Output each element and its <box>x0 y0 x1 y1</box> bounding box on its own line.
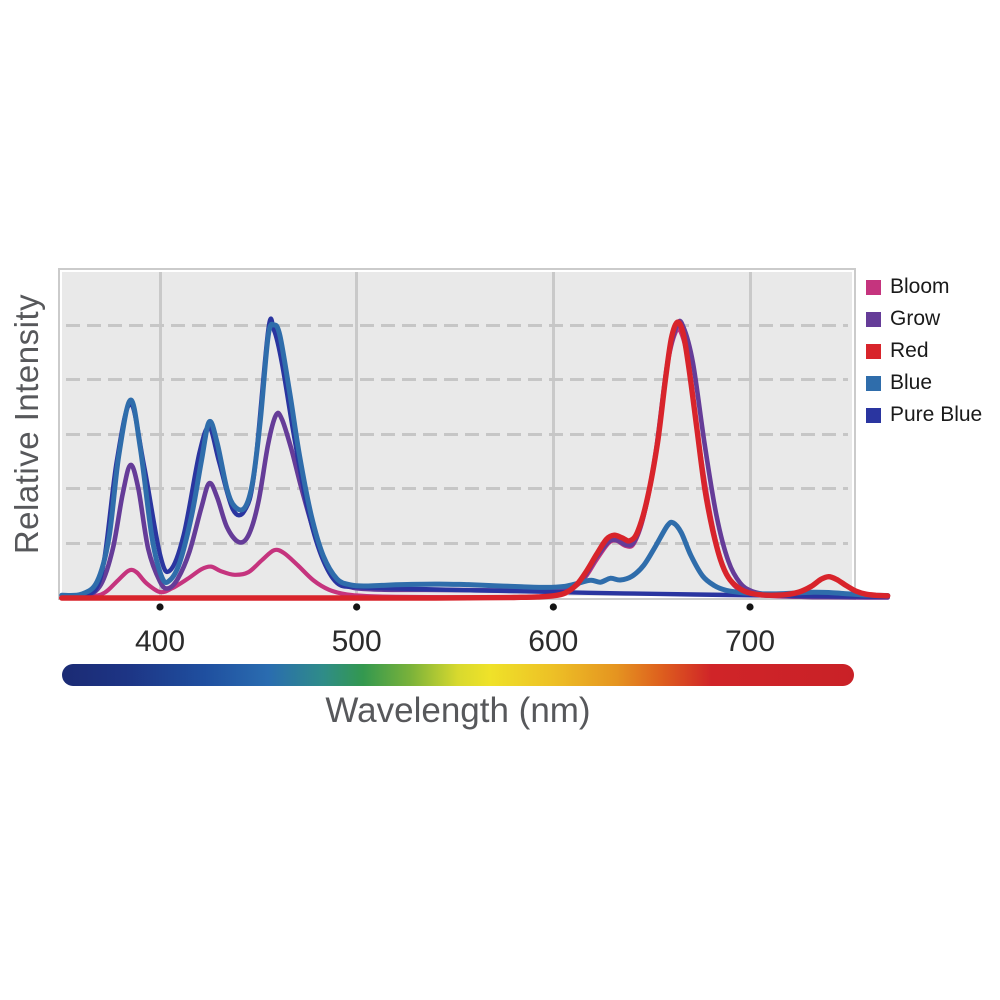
x-tick-dot <box>353 603 361 611</box>
legend-label: Pure Blue <box>890 403 983 426</box>
legend-label: Red <box>890 339 929 362</box>
dashed-gridline <box>66 323 848 327</box>
legend-label: Bloom <box>890 275 950 298</box>
legend-swatch-icon <box>866 343 881 359</box>
legend-item: Pure Blue <box>866 403 983 426</box>
legend-label: Grow <box>890 307 941 330</box>
plot-area <box>58 268 856 600</box>
x-tick-dot <box>549 603 557 611</box>
dashed-gridline <box>66 487 848 491</box>
legend-label: Blue <box>890 371 933 394</box>
y-axis-label: Relative Intensity <box>8 293 45 555</box>
dashed-gridline <box>66 541 848 545</box>
legend: Bloom Grow Red Blue Pure Blue <box>866 275 983 436</box>
legend-swatch-icon <box>866 407 881 423</box>
legend-swatch-icon <box>866 279 881 295</box>
dashed-gridline <box>66 378 848 382</box>
x-tick-label: 600 <box>528 625 579 658</box>
dashed-gridline <box>66 432 848 436</box>
spectrum-gradient-bar <box>62 664 854 686</box>
x-tick-label: 700 <box>724 625 776 658</box>
x-tick-dot <box>746 603 754 611</box>
legend-swatch-icon <box>866 311 881 327</box>
legend-swatch-icon <box>866 375 881 391</box>
legend-item: Blue <box>866 371 982 394</box>
x-tick-label: 400 <box>134 625 186 658</box>
legend-item: Red <box>866 339 982 362</box>
x-tick-label: 500 <box>331 625 382 658</box>
legend-item: Grow <box>866 307 982 330</box>
x-tick-dot <box>156 603 164 611</box>
x-axis-label: Wavelength (nm) <box>325 691 591 730</box>
legend-item: Bloom <box>866 275 982 298</box>
